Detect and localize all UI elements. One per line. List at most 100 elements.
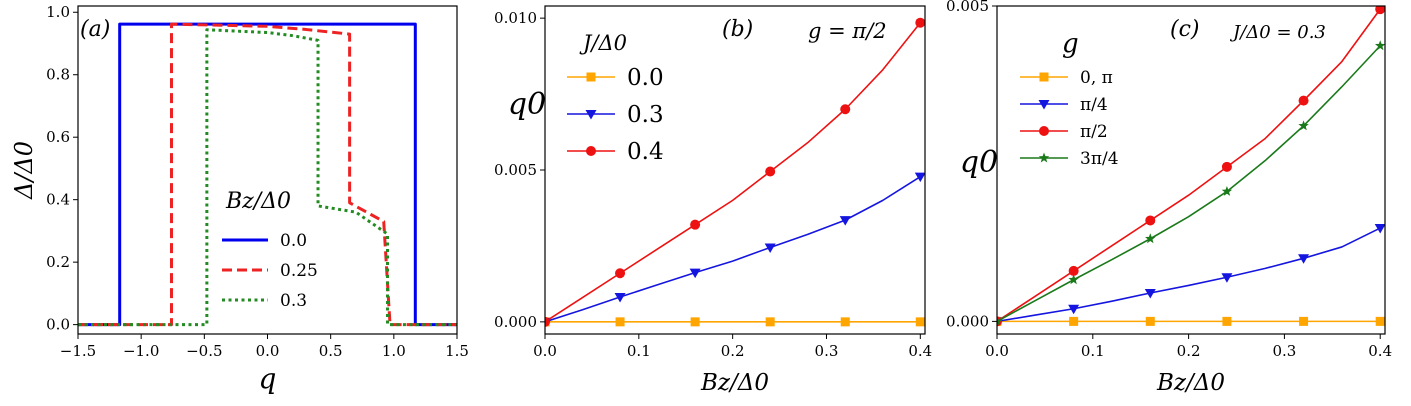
data-point	[1298, 120, 1309, 131]
x-axis-label: Bz/Δ0	[700, 370, 769, 396]
x-tick-label: 0.2	[721, 342, 745, 360]
data-point	[1068, 265, 1079, 276]
x-tick-label: 0.3	[1272, 342, 1296, 360]
x-tick-label: −1.5	[60, 342, 96, 360]
legend-label: 3π/4	[1080, 149, 1119, 169]
data-point	[840, 317, 850, 327]
panel-0: −1.5 −1.0 −0.5 0.0 0.5 1.0 1.5 0.0 0.2 0.4 0.6 0.8 1…	[10, 3, 469, 395]
y-axis-label: q0	[960, 145, 998, 180]
panel-2: 0.0 0.1 0.2 0.3 0.4 0.000 0.005 Bz/Δ0 q0 (c) J/Δ0 …	[946, 0, 1392, 396]
x-tick-label: 0.2	[1177, 342, 1201, 360]
data-point	[689, 268, 701, 279]
y-tick-label: 0.000	[946, 312, 989, 330]
series-line-0.25	[78, 22, 457, 327]
data-point	[1145, 215, 1156, 226]
series-line-0.3	[545, 176, 921, 323]
x-tick-label: 0.5	[319, 342, 343, 360]
x-tick-label: 0.3	[815, 342, 839, 360]
data-point	[545, 316, 550, 327]
data-point	[615, 268, 626, 279]
data-point	[915, 17, 925, 28]
y-tick-label: 0.005	[946, 0, 989, 15]
data-point	[1298, 254, 1310, 264]
plot-area	[997, 6, 1385, 327]
axes-frame	[544, 5, 926, 335]
data-point	[1145, 233, 1156, 244]
x-tick-label: 0.0	[533, 342, 557, 360]
data-point	[1221, 185, 1233, 196]
plot-area	[78, 22, 457, 327]
data-point	[1298, 95, 1309, 106]
legend-marker	[1039, 72, 1049, 82]
data-point	[1145, 316, 1155, 326]
legend-label: 0.25	[280, 261, 318, 281]
x-axis-label: Bz/Δ0	[1156, 370, 1225, 396]
data-point	[614, 292, 626, 303]
series-line-0.0	[78, 22, 457, 327]
series-line-3π/4	[997, 45, 1381, 323]
data-point	[840, 104, 851, 115]
series-line-0.3	[78, 28, 457, 327]
legend-label: π/4	[1080, 95, 1108, 115]
data-point	[1299, 316, 1309, 326]
y-tick-label: 0.8	[46, 66, 70, 84]
x-tick-label: 0.1	[627, 342, 651, 360]
data-point	[1221, 273, 1233, 283]
legend-label: 0.0	[280, 231, 307, 251]
data-point	[1068, 274, 1079, 285]
x-tick-label: 1.5	[445, 342, 469, 360]
axes-frame	[996, 5, 1386, 335]
legend-marker	[586, 146, 596, 156]
y-tick-label: 1.0	[46, 3, 70, 21]
y-axis-label: q0	[508, 87, 546, 122]
legend: Bz/Δ0 0.0 0.25 0.3	[222, 189, 318, 311]
x-tick-label: −0.5	[186, 342, 222, 360]
panel-label: (a)	[80, 17, 110, 42]
data-point	[915, 317, 925, 327]
x-tick-label: 0.1	[1081, 342, 1105, 360]
annotation: g = π/2	[808, 19, 887, 43]
y-axis-label: Δ/Δ0	[10, 141, 38, 200]
legend-label: 0.4	[627, 139, 664, 165]
y-tick-label: 0.010	[494, 9, 537, 27]
data-point	[764, 243, 776, 253]
data-point	[615, 317, 625, 327]
x-tick-label: 0.0	[985, 342, 1009, 360]
legend-title: J/Δ0	[579, 31, 627, 55]
x-tick-label: 0.4	[908, 342, 932, 360]
data-point	[1374, 224, 1385, 234]
series-line-π/4	[997, 227, 1381, 323]
legend-label: 0.3	[627, 102, 664, 128]
legend-label: 0.0	[627, 65, 664, 91]
panel-1: 0.0 0.1 0.2 0.3 0.4 0.000 0.005 0.010 Bz/Δ0 q0 (b)…	[494, 5, 932, 396]
legend-marker	[1038, 152, 1050, 163]
legend-title: Bz/Δ0	[225, 189, 291, 214]
series-line-0.4	[545, 22, 921, 323]
legend-marker	[585, 110, 597, 120]
series-line-π/2	[997, 8, 1381, 323]
data-point	[1222, 316, 1232, 326]
legend-marker	[586, 72, 596, 82]
data-point	[839, 216, 851, 226]
annotation: J/Δ0 = 0.3	[1229, 22, 1326, 43]
data-point	[765, 166, 776, 177]
legend: g0, π π/4 π/2 3π/4	[1020, 29, 1119, 169]
panel-label: (c)	[1170, 17, 1200, 42]
data-point	[765, 317, 775, 327]
plot-area	[545, 17, 925, 328]
data-point	[1069, 316, 1079, 326]
y-tick-label: 0.4	[46, 191, 70, 209]
data-point	[1375, 316, 1385, 326]
panel-label: (b)	[722, 17, 753, 42]
data-point	[1374, 40, 1385, 51]
y-tick-label: 0.6	[46, 128, 70, 146]
legend-title: g	[1062, 29, 1079, 59]
y-tick-label: 0.000	[494, 313, 537, 331]
data-point	[1068, 304, 1080, 315]
x-tick-label: −1.0	[123, 342, 159, 360]
y-tick-label: 0.005	[494, 161, 537, 179]
legend-label: 0, π	[1080, 68, 1113, 88]
data-point	[997, 315, 1003, 326]
legend-marker	[1039, 126, 1049, 136]
